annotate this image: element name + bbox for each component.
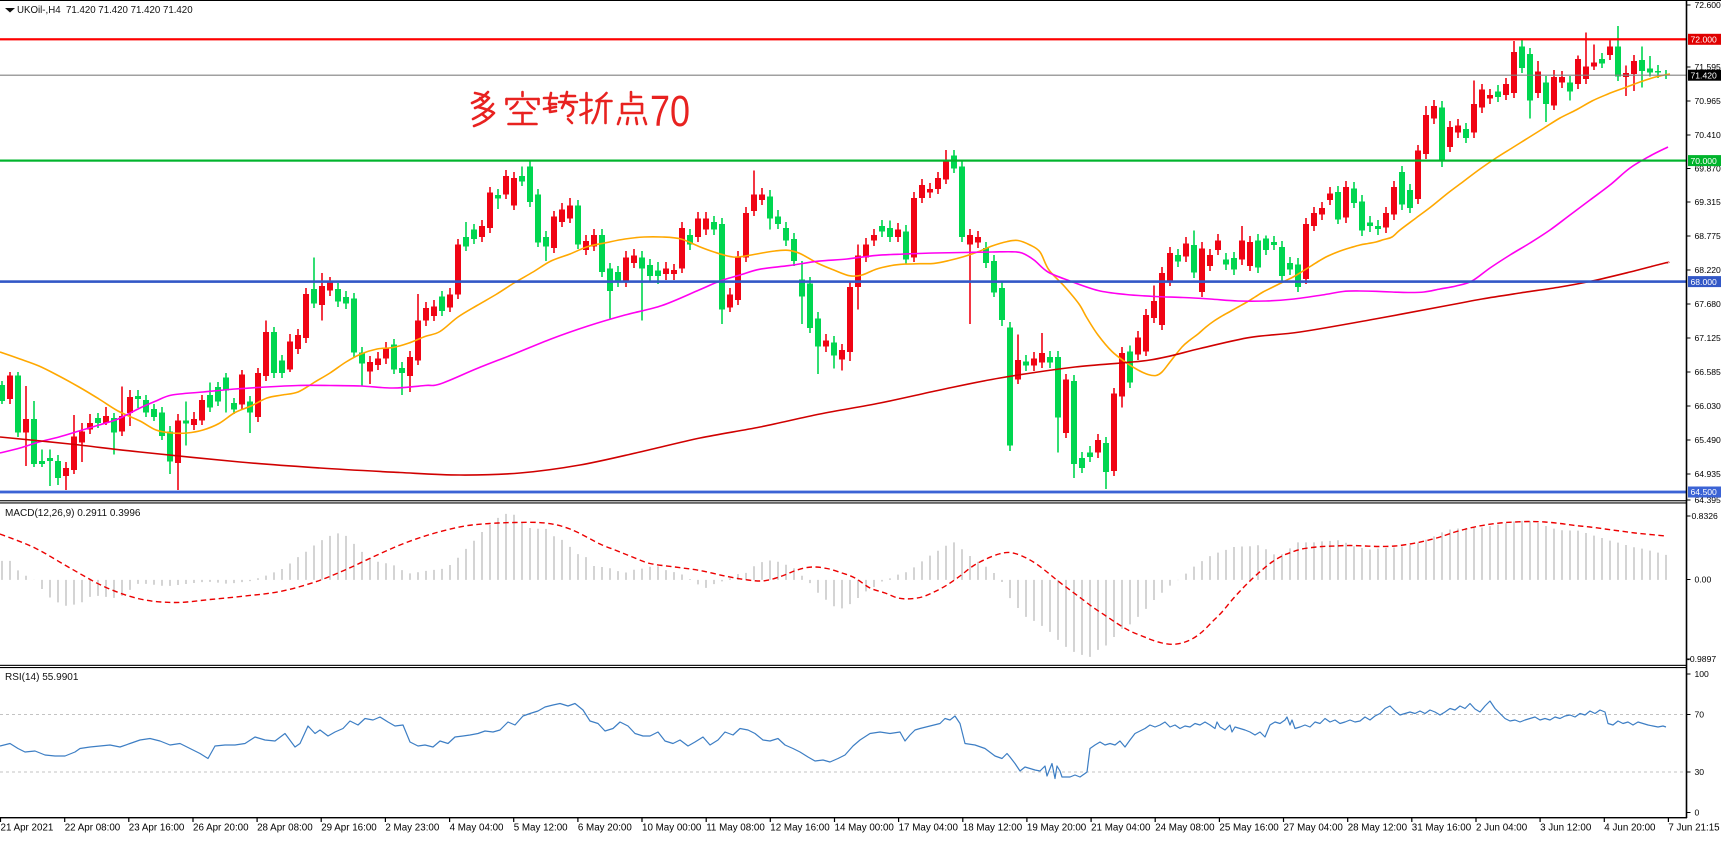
svg-text:22 Apr 08:00: 22 Apr 08:00	[65, 823, 121, 834]
svg-text:29 Apr 16:00: 29 Apr 16:00	[321, 823, 377, 834]
svg-text:70.410: 70.410	[1695, 130, 1721, 140]
svg-text:UKOil-,H4 71.420 71.420 71.42: UKOil-,H4 71.420 71.420 71.420 71.420	[17, 5, 193, 16]
svg-text:14 May 00:00: 14 May 00:00	[835, 823, 895, 834]
svg-text:-0.9897: -0.9897	[1687, 654, 1716, 664]
svg-text:68.775: 68.775	[1695, 231, 1721, 241]
svg-text:70.965: 70.965	[1695, 96, 1721, 106]
svg-text:70.000: 70.000	[1691, 156, 1718, 166]
svg-text:66.030: 66.030	[1695, 401, 1721, 411]
svg-text:MACD(12,26,9) 0.2911 0.3996: MACD(12,26,9) 0.2911 0.3996	[5, 508, 141, 519]
svg-text:100: 100	[1695, 669, 1710, 679]
svg-text:21 May 04:00: 21 May 04:00	[1091, 823, 1151, 834]
svg-text:27 May 04:00: 27 May 04:00	[1284, 823, 1344, 834]
svg-text:0.8326: 0.8326	[1692, 511, 1719, 521]
svg-text:25 May 16:00: 25 May 16:00	[1219, 823, 1279, 834]
svg-text:71.420: 71.420	[1691, 70, 1718, 80]
svg-text:3 Jun 12:00: 3 Jun 12:00	[1540, 823, 1592, 834]
svg-text:68.220: 68.220	[1695, 265, 1721, 275]
svg-text:26 Apr 20:00: 26 Apr 20:00	[193, 823, 249, 834]
svg-text:5 May 12:00: 5 May 12:00	[514, 823, 568, 834]
svg-text:65.490: 65.490	[1695, 435, 1721, 445]
svg-text:69.315: 69.315	[1695, 197, 1721, 207]
svg-text:4 Jun 20:00: 4 Jun 20:00	[1604, 823, 1656, 834]
svg-text:21 Apr 2021: 21 Apr 2021	[1, 823, 54, 834]
svg-text:4 May 04:00: 4 May 04:00	[450, 823, 504, 834]
svg-text:7 Jun 21:15: 7 Jun 21:15	[1668, 823, 1720, 834]
svg-text:66.585: 66.585	[1695, 367, 1721, 377]
svg-text:64.500: 64.500	[1691, 487, 1718, 497]
svg-text:70: 70	[650, 87, 690, 136]
svg-text:30: 30	[1695, 767, 1705, 777]
svg-text:72.600: 72.600	[1695, 0, 1721, 10]
svg-text:0.00: 0.00	[1695, 575, 1712, 585]
svg-text:28 May 12:00: 28 May 12:00	[1348, 823, 1408, 834]
svg-text:24 May 08:00: 24 May 08:00	[1155, 823, 1215, 834]
svg-text:17 May 04:00: 17 May 04:00	[899, 823, 959, 834]
svg-text:6 May 20:00: 6 May 20:00	[578, 823, 632, 834]
svg-text:18 May 12:00: 18 May 12:00	[963, 823, 1023, 834]
svg-text:12 May 16:00: 12 May 16:00	[770, 823, 830, 834]
svg-text:31 May 16:00: 31 May 16:00	[1412, 823, 1472, 834]
svg-text:28 Apr 08:00: 28 Apr 08:00	[257, 823, 313, 834]
svg-text:2 May 23:00: 2 May 23:00	[385, 823, 439, 834]
svg-text:64.935: 64.935	[1695, 469, 1721, 479]
svg-text:10 May 00:00: 10 May 00:00	[642, 823, 702, 834]
svg-text:11 May 08:00: 11 May 08:00	[706, 823, 765, 834]
svg-text:RSI(14) 55.9901: RSI(14) 55.9901	[5, 672, 79, 683]
svg-text:0: 0	[1695, 808, 1700, 818]
svg-text:68.000: 68.000	[1691, 277, 1718, 287]
svg-text:67.680: 67.680	[1695, 299, 1721, 309]
svg-text:70: 70	[1695, 710, 1705, 720]
svg-text:72.000: 72.000	[1691, 35, 1718, 45]
svg-text:19 May 20:00: 19 May 20:00	[1027, 823, 1087, 834]
svg-text:2 Jun 04:00: 2 Jun 04:00	[1476, 823, 1528, 834]
svg-text:67.125: 67.125	[1695, 333, 1721, 343]
svg-text:23 Apr 16:00: 23 Apr 16:00	[129, 823, 185, 834]
